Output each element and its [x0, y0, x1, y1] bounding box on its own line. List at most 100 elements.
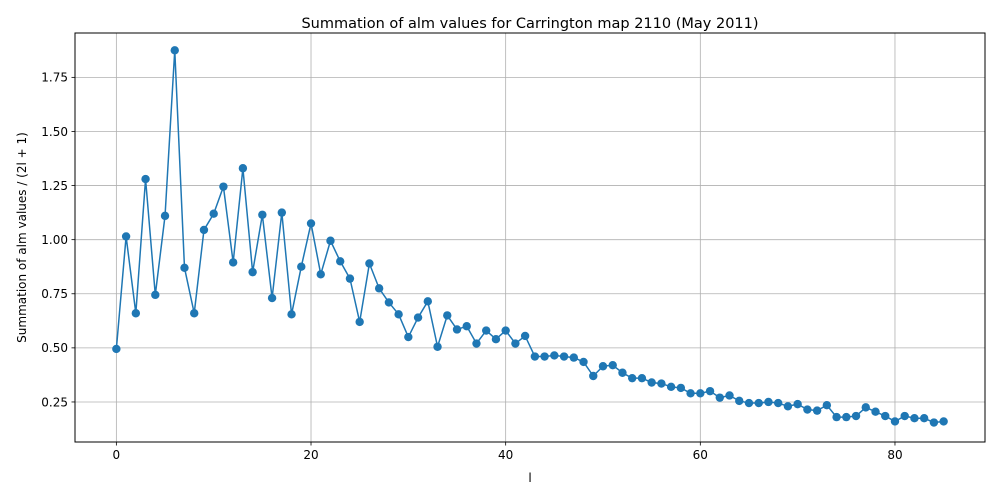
y-tick-label: 0.50: [41, 341, 68, 355]
y-tick-label: 1.50: [41, 125, 68, 139]
data-point: [764, 397, 773, 407]
data-point: [112, 344, 121, 354]
data-point: [170, 46, 179, 55]
data-point: [627, 373, 637, 383]
y-tick-label: 0.75: [41, 287, 68, 301]
x-tick-label: 80: [887, 448, 902, 462]
data-point: [803, 405, 812, 414]
data-point: [160, 211, 170, 221]
data-point: [345, 274, 355, 283]
data-point: [384, 298, 394, 307]
data-point: [559, 352, 569, 361]
grid: [75, 33, 985, 442]
data-point: [793, 399, 802, 409]
data-point: [306, 219, 316, 228]
data-point: [579, 357, 588, 367]
y-axis-title: Summation of alm values / (2l + 1): [15, 132, 29, 343]
data-point: [569, 353, 578, 362]
data-point: [939, 417, 948, 426]
data-point: [316, 270, 325, 279]
x-tick-label: 0: [113, 448, 121, 462]
data-point: [637, 373, 647, 383]
data-point: [199, 225, 209, 235]
data-point: [929, 418, 939, 427]
x-tick-label: 60: [693, 448, 708, 462]
data-point: [121, 232, 131, 241]
data-point: [705, 386, 715, 396]
data-point: [413, 313, 423, 322]
data-point: [812, 406, 822, 415]
data-point: [258, 210, 267, 219]
data-point: [131, 309, 141, 318]
data-point: [297, 262, 306, 271]
x-tick-label: 20: [303, 448, 318, 462]
data-point: [190, 309, 199, 318]
data-point: [773, 398, 783, 408]
data-point: [277, 208, 287, 217]
series-layer: [112, 46, 948, 427]
data-point: [267, 293, 277, 303]
data-point: [832, 412, 841, 422]
data-point: [287, 310, 296, 319]
y-tick-label: 1.00: [41, 233, 68, 247]
data-point: [910, 414, 919, 423]
data-point: [209, 209, 218, 218]
data-point: [735, 396, 744, 406]
data-point: [647, 378, 656, 387]
data-point: [696, 389, 705, 398]
data-point: [725, 391, 734, 400]
data-point: [686, 389, 695, 398]
data-point: [744, 398, 754, 408]
data-point: [676, 383, 686, 393]
data-point: [355, 317, 364, 327]
data-point: [666, 382, 676, 392]
data-point: [219, 182, 228, 191]
data-point: [423, 297, 433, 306]
y-tick-label: 1.25: [41, 179, 68, 193]
data-point: [443, 311, 452, 320]
data-point: [754, 398, 763, 408]
data-point: [842, 412, 851, 422]
plot-frame: [74, 32, 986, 443]
data-point: [890, 417, 900, 426]
x-tick-label: 40: [498, 448, 513, 462]
y-tick-label: 0.25: [41, 395, 68, 409]
data-point: [881, 411, 890, 421]
data-point: [783, 402, 793, 411]
ticks: 0 20 40 60 80 0.25 0.50 0.75 1.00 1.25 1.50 1.75: [41, 71, 902, 462]
data-point: [462, 322, 471, 331]
data-point: [511, 339, 520, 348]
data-point: [238, 164, 248, 173]
data-point: [374, 284, 384, 293]
x-axis-title: l: [528, 471, 531, 485]
data-point: [433, 342, 442, 351]
data-point: [180, 263, 189, 272]
data-point: [598, 362, 608, 371]
data-point: [822, 401, 832, 410]
data-point: [520, 331, 530, 341]
data-point: [394, 310, 403, 319]
data-point: [715, 393, 724, 402]
y-tick-label: 1.75: [41, 71, 68, 85]
data-point: [452, 325, 462, 334]
data-point: [618, 368, 627, 377]
data-point: [482, 326, 491, 335]
data-point: [326, 236, 335, 245]
data-point: [530, 352, 540, 361]
data-point: [657, 379, 666, 388]
data-point: [228, 258, 238, 267]
data-point: [404, 332, 413, 342]
data-point: [900, 411, 909, 421]
data-point: [336, 257, 345, 266]
data-point: [919, 414, 929, 423]
data-point: [861, 403, 870, 412]
data-point: [491, 335, 501, 344]
data-point: [472, 339, 481, 348]
data-point: [365, 259, 374, 268]
data-point: [248, 267, 257, 277]
chart-title: Summation of alm values for Carrington m…: [301, 16, 758, 32]
data-point: [550, 351, 559, 360]
data-point: [151, 290, 160, 300]
